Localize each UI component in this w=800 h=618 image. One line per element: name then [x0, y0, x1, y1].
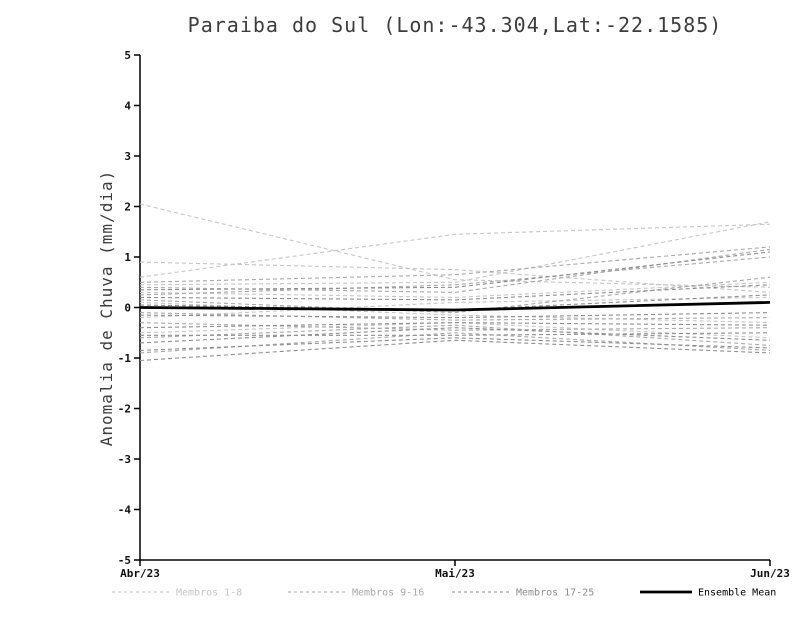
y-tick-label: -2 — [118, 403, 131, 416]
y-tick-label: 4 — [124, 100, 131, 113]
y-tick-label: -4 — [118, 504, 132, 517]
member-line — [139, 324, 771, 346]
member-line — [139, 327, 771, 344]
x-ticks: Abr/23 Mai/23 Jun/23 — [120, 560, 790, 580]
y-tick-label: -5 — [118, 554, 131, 567]
member-line — [139, 281, 771, 298]
legend-label: Membros 17-25 — [516, 588, 594, 599]
y-ticks: 5 4 3 2 1 0 -1 -2 -3 -4 -5 — [118, 49, 140, 567]
member-line — [139, 223, 771, 278]
member-line — [140, 332, 771, 336]
legend-label: Ensemble Mean — [698, 588, 776, 599]
y-tick-label: 5 — [124, 49, 131, 62]
y-axis-label: Anomalia de Chuva (mm/dia) — [97, 170, 116, 446]
y-tick-label: 0 — [124, 302, 131, 315]
member-line — [139, 276, 771, 314]
legend-label: Membros 1-8 — [176, 588, 242, 599]
member-line — [139, 261, 771, 293]
member-line — [139, 339, 771, 362]
member-line — [139, 312, 771, 321]
member-line — [139, 296, 771, 319]
member-line — [139, 322, 771, 329]
member-line — [139, 322, 771, 331]
x-tick-label: Abr/23 — [120, 567, 160, 580]
member-line — [139, 337, 771, 351]
y-tick-label: -1 — [118, 352, 132, 365]
x-tick-label: Jun/23 — [750, 567, 790, 580]
member-line — [139, 221, 771, 286]
member-line — [139, 312, 771, 319]
member-line — [139, 256, 771, 296]
legend: Membros 1-8 Membros 9-16 Membros 17-25 Ense… — [112, 588, 776, 599]
x-tick-label: Mai/23 — [435, 567, 475, 580]
member-line — [139, 284, 771, 301]
legend-label: Membros 9-16 — [352, 588, 424, 599]
member-line — [139, 248, 771, 293]
y-tick-label: 3 — [124, 150, 131, 163]
member-line — [139, 251, 771, 291]
y-tick-label: -3 — [118, 453, 131, 466]
member-line — [139, 246, 771, 283]
chart-title: Paraiba do Sul (Lon:-43.304,Lat:-22.1585… — [188, 13, 723, 37]
ensemble-mean-line — [139, 301, 771, 312]
y-tick-label: 1 — [124, 251, 131, 264]
series-lines — [139, 203, 771, 362]
y-tick-label: 2 — [124, 201, 131, 214]
